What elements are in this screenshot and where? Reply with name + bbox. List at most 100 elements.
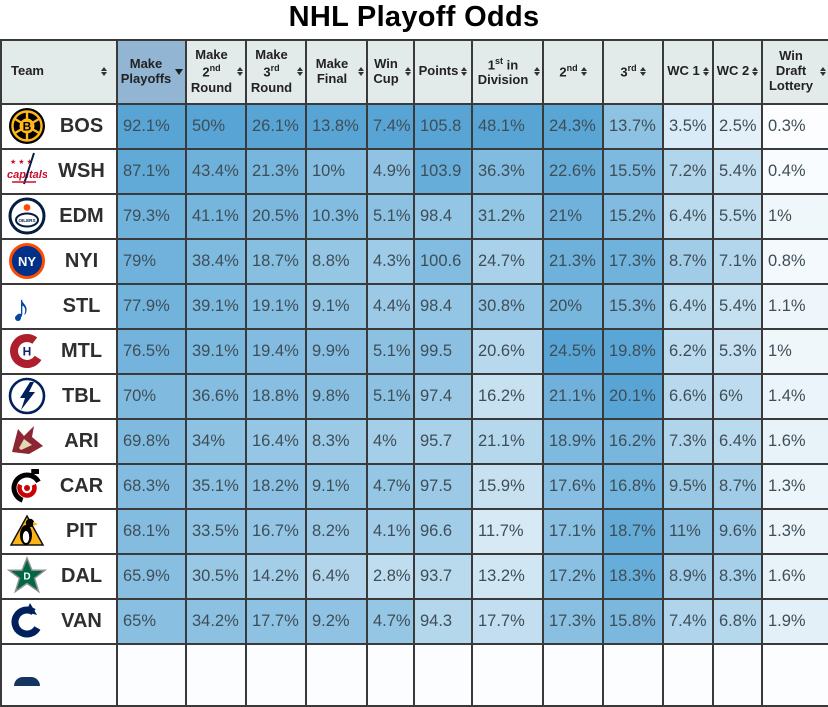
cell-mtl-first-in-division: 20.6%	[471, 327, 544, 375]
team-logo-nyi-icon: NY	[7, 241, 47, 281]
column-label-win-draft-lottery: Win Draft Lottery	[768, 48, 814, 94]
column-label-win-cup: Win Cup	[373, 55, 399, 86]
cell-pit-make-2nd-round: 33.5%	[185, 507, 247, 555]
table-row-car: CAR 68.3% 35.1% 18.2% 9.1% 4.7% 97.5 15.9% 17.6…	[0, 462, 828, 510]
cell-tbl-points: 97.4	[413, 372, 473, 420]
cell-bos-wc1: 3.5%	[662, 102, 714, 150]
column-label-make-final: Make Final	[315, 55, 349, 86]
column-header-second[interactable]: 2nd	[542, 38, 604, 105]
cell-tbl-win-cup: 5.1%	[366, 372, 415, 420]
cell-edm-make-playoffs: 79.3%	[116, 192, 187, 240]
cell-van-win-draft-lottery: 1.9%	[761, 597, 828, 645]
cell-partial-win-cup	[366, 642, 415, 707]
team-cell-nyi: NY NYI	[0, 237, 118, 285]
column-header-make-3rd-round[interactable]: Make 3rd Round	[245, 38, 307, 105]
cell-stl-win-cup: 4.4%	[366, 282, 415, 330]
cell-dal-first-in-division: 13.2%	[471, 552, 544, 600]
cell-edm-points: 98.4	[413, 192, 473, 240]
cell-car-third: 16.8%	[602, 462, 664, 510]
column-header-make-playoffs[interactable]: Make Playoffs	[116, 38, 187, 105]
cell-dal-wc1: 8.9%	[662, 552, 714, 600]
table-row-stl: ♪ STL 77.9% 39.1% 19.1% 9.1% 4.4% 98.4 30.8% 20…	[0, 282, 828, 330]
cell-dal-make-3rd-round: 14.2%	[245, 552, 307, 600]
cell-car-wc1: 9.5%	[662, 462, 714, 510]
cell-pit-first-in-division: 11.7%	[471, 507, 544, 555]
cell-van-second: 17.3%	[542, 597, 604, 645]
cell-edm-third: 15.2%	[602, 192, 664, 240]
cell-pit-win-cup: 4.1%	[366, 507, 415, 555]
cell-wsh-second: 22.6%	[542, 147, 604, 195]
team-logo-dal-icon: D	[6, 556, 48, 596]
cell-van-third: 15.8%	[602, 597, 664, 645]
cell-car-make-3rd-round: 18.2%	[245, 462, 307, 510]
cell-edm-make-final: 10.3%	[305, 192, 368, 240]
cell-wsh-win-cup: 4.9%	[366, 147, 415, 195]
column-header-points[interactable]: Points	[413, 38, 473, 105]
svg-text:★ ★ ★: ★ ★ ★	[10, 158, 33, 166]
cell-nyi-wc1: 8.7%	[662, 237, 714, 285]
cell-ari-make-3rd-round: 16.4%	[245, 417, 307, 465]
cell-pit-make-playoffs: 68.1%	[116, 507, 187, 555]
table-body: B BOS 92.1% 50% 26.1% 13.8% 7.4% 105.8 48.1% 24…	[0, 102, 828, 707]
column-label-make-3rd-round: Make 3rd Round	[250, 47, 293, 95]
column-label-make-playoffs: Make Playoffs	[120, 55, 172, 86]
cell-stl-win-draft-lottery: 1.1%	[761, 282, 828, 330]
cell-pit-third: 18.7%	[602, 507, 664, 555]
cell-nyi-make-3rd-round: 18.7%	[245, 237, 307, 285]
column-label-wc2: WC 2	[716, 63, 750, 79]
cell-partial-make-final	[305, 642, 368, 707]
table-row-ari: ARI 69.8% 34% 16.4% 8.3% 4% 95.7 21.1% 18.9% 16.…	[0, 417, 828, 465]
cell-van-points: 94.3	[413, 597, 473, 645]
cell-tbl-wc1: 6.6%	[662, 372, 714, 420]
cell-wsh-points: 103.9	[413, 147, 473, 195]
cell-van-make-2nd-round: 34.2%	[185, 597, 247, 645]
column-header-team[interactable]: Team	[0, 38, 118, 105]
team-cell-car: CAR	[0, 462, 118, 510]
cell-car-make-2nd-round: 35.1%	[185, 462, 247, 510]
column-label-team: Team	[11, 63, 44, 79]
column-header-wc1[interactable]: WC 1	[662, 38, 714, 105]
cell-nyi-first-in-division: 24.7%	[471, 237, 544, 285]
column-header-win-cup[interactable]: Win Cup	[366, 38, 415, 105]
cell-stl-wc1: 6.4%	[662, 282, 714, 330]
cell-car-win-cup: 4.7%	[366, 462, 415, 510]
cell-pit-make-final: 8.2%	[305, 507, 368, 555]
cell-wsh-wc1: 7.2%	[662, 147, 714, 195]
team-cell-dal: D DAL	[0, 552, 118, 600]
team-abbr: CAR	[59, 474, 104, 497]
team-abbr: PIT	[65, 519, 98, 542]
cell-nyi-wc2: 7.1%	[712, 237, 763, 285]
column-header-first-in-division[interactable]: 1st in Division	[471, 38, 544, 105]
cell-edm-win-draft-lottery: 1%	[761, 192, 828, 240]
sort-desc-icon	[175, 68, 183, 75]
column-header-win-draft-lottery[interactable]: Win Draft Lottery	[761, 38, 828, 105]
sort-icon	[358, 67, 364, 77]
cell-edm-win-cup: 5.1%	[366, 192, 415, 240]
cell-dal-points: 93.7	[413, 552, 473, 600]
team-abbr: DAL	[60, 564, 103, 587]
column-header-third[interactable]: 3rd	[602, 38, 664, 105]
cell-van-make-playoffs: 65%	[116, 597, 187, 645]
team-logo-wsh-icon: ★ ★ ★capitals	[7, 151, 48, 191]
sort-icon	[820, 67, 826, 77]
table-row-tbl: TBL 70% 36.6% 18.8% 9.8% 5.1% 97.4 16.2% 21.1% 2…	[0, 372, 828, 420]
cell-ari-second: 18.9%	[542, 417, 604, 465]
cell-tbl-make-final: 9.8%	[305, 372, 368, 420]
team-abbr: STL	[62, 294, 101, 317]
cell-ari-points: 95.7	[413, 417, 473, 465]
column-header-make-final[interactable]: Make Final	[305, 38, 368, 105]
team-cell-bos: B BOS	[0, 102, 118, 150]
cell-stl-first-in-division: 30.8%	[471, 282, 544, 330]
cell-stl-third: 15.3%	[602, 282, 664, 330]
cell-tbl-win-draft-lottery: 1.4%	[761, 372, 828, 420]
cell-edm-wc2: 5.5%	[712, 192, 763, 240]
cell-ari-make-2nd-round: 34%	[185, 417, 247, 465]
column-header-wc2[interactable]: WC 2	[712, 38, 763, 105]
cell-ari-first-in-division: 21.1%	[471, 417, 544, 465]
cell-car-win-draft-lottery: 1.3%	[761, 462, 828, 510]
cell-dal-make-2nd-round: 30.5%	[185, 552, 247, 600]
table-row-van: VAN 65% 34.2% 17.7% 9.2% 4.7% 94.3 17.7% 17.3% 1…	[0, 597, 828, 645]
playoff-odds-table: Team Make Playoffs Make 2nd Round Make 3…	[0, 38, 828, 707]
sort-icon	[405, 67, 411, 77]
column-header-make-2nd-round[interactable]: Make 2nd Round	[185, 38, 247, 105]
